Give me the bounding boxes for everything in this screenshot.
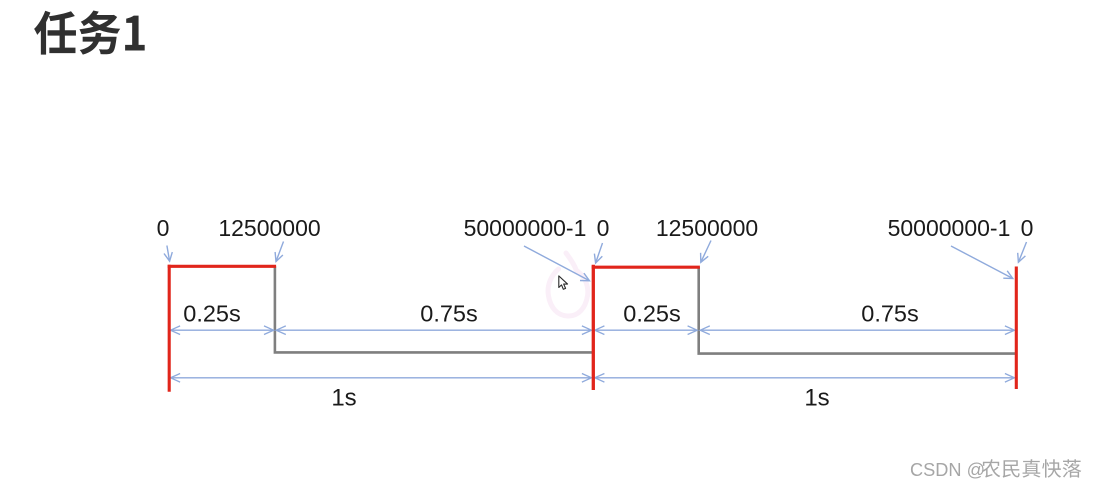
svg-text:50000000-1: 50000000-1: [888, 215, 1011, 241]
svg-text:0.25s: 0.25s: [623, 301, 681, 327]
svg-text:12500000: 12500000: [218, 215, 320, 241]
svg-text:12500000: 12500000: [656, 215, 758, 241]
svg-text:0.25s: 0.25s: [183, 301, 241, 327]
svg-text:CSDN @: CSDN @: [910, 460, 985, 480]
svg-text:0: 0: [1021, 215, 1034, 241]
svg-text:0.75s: 0.75s: [861, 301, 919, 327]
svg-text:1s: 1s: [331, 385, 356, 412]
svg-text:1s: 1s: [804, 385, 829, 412]
svg-text:50000000-1: 50000000-1: [464, 215, 587, 241]
svg-text:0: 0: [597, 215, 610, 241]
svg-text:0.75s: 0.75s: [420, 301, 478, 327]
svg-text:0: 0: [157, 215, 170, 241]
